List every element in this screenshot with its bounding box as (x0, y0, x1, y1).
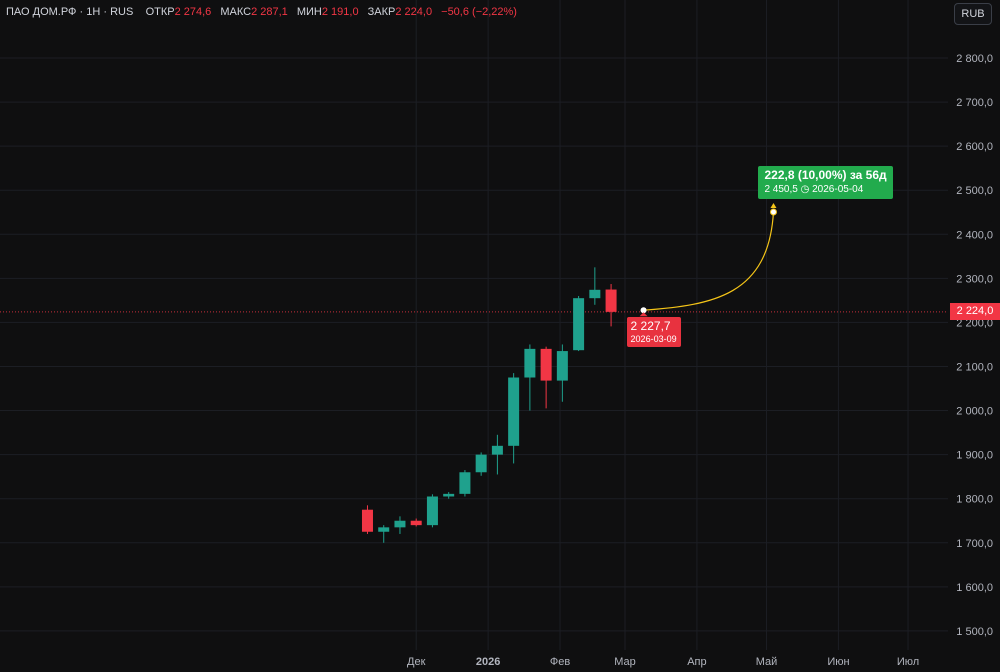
start-label[interactable]: 2 227,7 2026-03-09 (626, 317, 681, 348)
x-tick-label: Мар (614, 656, 636, 668)
y-tick-label: 1 600,0 (956, 582, 993, 594)
start-price-text: 2 227,7 (630, 319, 671, 334)
y-tick-label: 2 600,0 (956, 141, 993, 153)
x-tick-label: Май (756, 656, 778, 668)
x-tick-label: 2026 (476, 656, 500, 668)
high-label: МАКС (220, 6, 252, 18)
candle-body (459, 472, 471, 494)
candle-body (361, 509, 373, 532)
high-value: 2 287,1 (251, 6, 288, 18)
y-tick-label: 2 700,0 (956, 97, 993, 109)
projection-path (643, 211, 775, 311)
projection-end-point (769, 208, 777, 216)
candle-body (508, 377, 520, 446)
projection-start-point (640, 307, 647, 314)
target-change-text: 222,8 (10,00%) за 56д (764, 168, 887, 183)
start-pointer-icon (639, 312, 648, 317)
candle-body (573, 298, 585, 351)
x-tick-label: Июл (897, 656, 919, 668)
y-tick-label: 2 400,0 (956, 229, 993, 241)
interval-label[interactable]: 1Н (86, 6, 101, 18)
candles (361, 267, 617, 543)
target-label[interactable]: 222,8 (10,00%) за 56д 2 450,5 ◷ 2026-05-… (758, 166, 893, 200)
projection-curve (639, 203, 777, 317)
y-tick-label: 2 100,0 (956, 361, 993, 373)
candle-body (443, 493, 455, 497)
y-tick-label: 2 500,0 (956, 185, 993, 197)
open-value: 2 274,6 (174, 6, 212, 18)
close-label: ЗАКР (367, 6, 396, 18)
last-price-tag: 2 224,0 (950, 303, 1000, 321)
x-tick-label: Апр (687, 656, 706, 668)
candle-body (394, 520, 406, 528)
x-tick-label: Июн (827, 656, 849, 668)
currency-button[interactable]: RUB (954, 3, 992, 25)
candle-body (589, 289, 601, 299)
candle-body (605, 289, 617, 312)
projection-arrow-icon (770, 203, 777, 209)
candle-body (426, 496, 438, 526)
target-price-date-text: 2 450,5 ◷ 2026-05-04 (764, 184, 864, 196)
start-date-text: 2026-03-09 (630, 334, 677, 345)
change-value: −50,6 (−2,22%) (441, 6, 517, 18)
y-tick-label: 1 500,0 (956, 626, 993, 638)
candle-body (491, 445, 503, 455)
time-axis: Дек 2026 Фев Мар Апр Май Июн Июл (407, 656, 919, 668)
candle-body (410, 520, 422, 526)
y-tick-label: 1 800,0 (956, 494, 993, 506)
low-value: 2 191,0 (321, 6, 359, 18)
y-tick-label: 2 000,0 (956, 406, 993, 418)
low-label: МИН (296, 6, 322, 18)
candle-body (556, 351, 568, 381)
exchange-label: RUS (110, 6, 134, 18)
candle-body (540, 348, 552, 381)
y-tick-label: 1 900,0 (956, 450, 993, 462)
y-tick-label: 1 700,0 (956, 538, 993, 550)
x-tick-label: Фев (550, 656, 570, 668)
symbol-name[interactable]: ПАО ДОМ.РФ (6, 6, 77, 18)
candle-body (475, 454, 487, 473)
candle-body (524, 348, 536, 378)
price-axis: 1 500,0 1 600,0 1 700,0 1 800,0 1 900,0 2 000… (956, 53, 993, 638)
close-value: 2 224,0 (395, 6, 433, 18)
open-label: ОТКР (145, 6, 175, 18)
y-tick-label: 2 300,0 (956, 273, 993, 285)
x-tick-label: Дек (407, 656, 426, 668)
chart-grid (0, 0, 948, 650)
symbol-header: ПАО ДОМ.РФ · 1Н · RUS ОТКР2 274,6 МАКС2 … (6, 6, 517, 18)
y-tick-label: 2 200,0 (956, 317, 993, 329)
candle-body (378, 527, 390, 532)
y-tick-label: 2 800,0 (956, 53, 993, 65)
